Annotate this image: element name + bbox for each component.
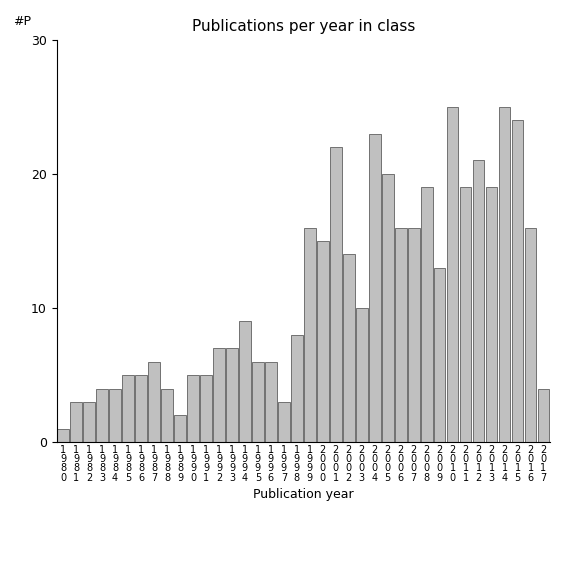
Bar [226, 348, 238, 442]
Bar [265, 362, 277, 442]
Bar [187, 375, 199, 442]
Y-axis label: #P: #P [13, 15, 31, 28]
Bar [486, 187, 497, 442]
Bar [395, 227, 407, 442]
Bar [213, 348, 225, 442]
Bar [136, 375, 147, 442]
Bar [122, 375, 134, 442]
Bar [317, 241, 329, 442]
Bar [369, 134, 380, 442]
Bar [356, 308, 367, 442]
Bar [174, 416, 186, 442]
Bar [499, 107, 510, 442]
Bar [278, 402, 290, 442]
Bar [200, 375, 212, 442]
Bar [330, 147, 342, 442]
Bar [524, 227, 536, 442]
Bar [434, 268, 446, 442]
Bar [304, 227, 316, 442]
Bar [382, 174, 393, 442]
Bar [460, 187, 471, 442]
Bar [343, 255, 354, 442]
Bar [473, 160, 484, 442]
Title: Publications per year in class: Publications per year in class [192, 19, 415, 35]
X-axis label: Publication year: Publication year [253, 488, 354, 501]
Bar [96, 388, 108, 442]
Bar [239, 321, 251, 442]
Bar [421, 187, 433, 442]
Bar [408, 227, 420, 442]
Bar [291, 335, 303, 442]
Bar [538, 388, 549, 442]
Bar [161, 388, 173, 442]
Bar [511, 120, 523, 442]
Bar [83, 402, 95, 442]
Bar [57, 429, 69, 442]
Bar [70, 402, 82, 442]
Bar [252, 362, 264, 442]
Bar [447, 107, 459, 442]
Bar [109, 388, 121, 442]
Bar [148, 362, 160, 442]
